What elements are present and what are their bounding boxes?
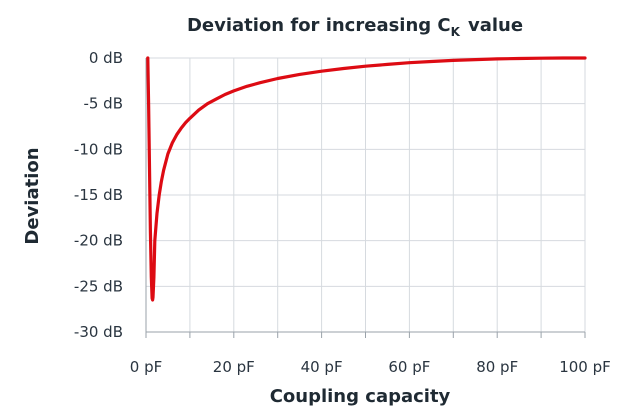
x-tick-labels: 0 pF 20 pF 40 pF 60 pF 80 pF 100 pF — [130, 358, 611, 376]
y-tick-label: -20 dB — [74, 232, 123, 250]
deviation-series-line — [146, 56, 587, 302]
y-tick-label: 0 dB — [89, 49, 123, 67]
x-tick-label: 100 pF — [559, 358, 611, 376]
x-tick-label: 80 pF — [476, 358, 518, 376]
axes — [145, 58, 586, 338]
y-tick-label: -5 dB — [83, 95, 123, 113]
y-tick-label: -30 dB — [74, 323, 123, 341]
y-tick-label: -15 dB — [74, 186, 123, 204]
chart-title-main: Deviation for increasing C — [187, 15, 451, 36]
chart-title-suffix: value — [468, 15, 523, 36]
y-tick-label: -10 dB — [74, 140, 123, 158]
x-tick-label: 40 pF — [301, 358, 343, 376]
x-tick-label: 0 pF — [130, 358, 162, 376]
grid — [146, 57, 586, 332]
y-axis-title: Deviation — [22, 147, 43, 244]
y-tick-label: -25 dB — [74, 277, 123, 295]
chart-title-subscript: K — [451, 25, 461, 39]
x-tick-label: 60 pF — [388, 358, 430, 376]
y-tick-labels: 0 dB -5 dB -10 dB -15 dB -20 dB -25 dB -30 dB — [74, 49, 123, 341]
x-axis-title: Coupling capacity — [270, 386, 451, 407]
chart-title: Deviation for increasing CK value — [187, 15, 523, 39]
x-tick-label: 20 pF — [213, 358, 255, 376]
